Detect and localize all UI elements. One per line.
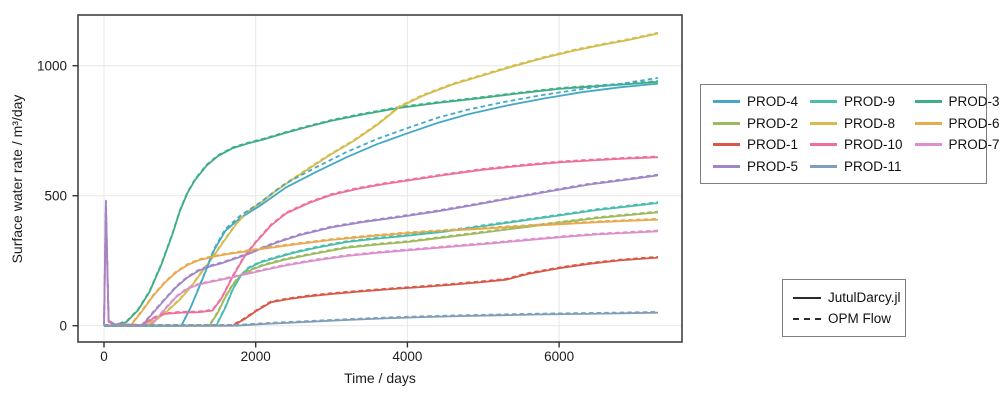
legend-label: JutulDarcy.jl (828, 290, 901, 305)
gridlines (78, 15, 682, 342)
legend-label: PROD-3 (948, 94, 1000, 110)
wells-legend-grid: PROD-4 PROD-2 PROD-1 PROD-5 PROD-9 PROD-8 PROD… (713, 91, 1000, 178)
legend-label: PROD-1 (747, 137, 799, 153)
wells-legend: PROD-4 PROD-2 PROD-1 PROD-5 PROD-9 PROD-8 PROD… (700, 84, 1000, 184)
x-tick-label: 0 (100, 349, 108, 364)
legend-item-PROD-7: PROD-7 (914, 134, 1000, 156)
legend-label: PROD-11 (844, 158, 902, 174)
legend-label: OPM Flow (828, 311, 892, 326)
axis-tick-labels: 0 2000 4000 6000 0 500 1000 (37, 59, 574, 365)
legend-line-swatch (810, 143, 838, 147)
legend-item-jutuldarcy: JutulDarcy.jl (793, 290, 901, 305)
legend-item-PROD-8: PROD-8 (810, 113, 903, 135)
legend-label: PROD-6 (948, 115, 1000, 131)
x-tick-label: 2000 (241, 349, 271, 364)
legend-item-PROD-3: PROD-3 (914, 91, 1000, 113)
plot-frame (77, 14, 683, 343)
curve-jutul-PROD-2 (104, 211, 659, 327)
legend-item-PROD-2: PROD-2 (713, 113, 798, 135)
legend-line-swatch (713, 100, 740, 104)
y-tick-label: 0 (59, 319, 67, 334)
legend-item-PROD-1: PROD-1 (713, 134, 798, 156)
legend-line-swatch (914, 121, 942, 125)
legend-line-swatch (914, 143, 942, 147)
y-tick-label: 1000 (37, 59, 67, 74)
legend-line-swatch (810, 164, 838, 168)
simulator-legend: JutulDarcy.jl OPM Flow (782, 279, 906, 337)
x-axis-label: Time / days (344, 370, 416, 386)
curve-opm-PROD-7 (104, 229, 659, 326)
legend-label: PROD-9 (844, 94, 896, 110)
axis-ticks (72, 64, 560, 348)
legend-label: PROD-7 (948, 137, 1000, 153)
data-curves (103, 31, 659, 327)
curve-opm-PROD-10 (103, 155, 659, 326)
curve-jutul-PROD-5 (103, 174, 659, 327)
legend-label: PROD-4 (747, 94, 799, 110)
curve-jutul-PROD-8 (104, 32, 659, 327)
legend-label: PROD-10 (844, 137, 903, 153)
legend-line-swatch (914, 100, 942, 104)
curve-opm-PROD-11 (104, 311, 659, 326)
solid-line-sample (793, 296, 821, 299)
curve-opm-PROD-3 (104, 80, 659, 326)
x-tick-label: 6000 (544, 349, 574, 364)
legend-line-swatch (810, 100, 838, 104)
legend-item-PROD-9: PROD-9 (810, 91, 903, 113)
curve-jutul-PROD-10 (103, 156, 659, 327)
legend-item-opm-flow: OPM Flow (793, 311, 895, 326)
y-tick-label: 500 (44, 189, 67, 204)
legend-item-PROD-11: PROD-11 (810, 156, 903, 178)
legend-line-swatch (713, 143, 740, 147)
dashed-line-sample (793, 317, 821, 320)
curve-opm-PROD-4 (104, 77, 659, 327)
legend-item-PROD-10: PROD-10 (810, 134, 903, 156)
legend-item-PROD-4: PROD-4 (713, 91, 798, 113)
legend-label: PROD-8 (844, 115, 896, 131)
legend-line-swatch (713, 164, 740, 168)
legend-line-swatch (810, 121, 838, 125)
y-axis-label: Surface water rate / m³/day (9, 95, 25, 264)
curve-opm-PROD-5 (103, 173, 659, 326)
curve-opm-PROD-2 (104, 210, 659, 326)
legend-label: PROD-2 (747, 115, 799, 131)
x-tick-label: 4000 (392, 349, 422, 364)
legend-item-PROD-5: PROD-5 (713, 156, 798, 178)
legend-item-PROD-6: PROD-6 (914, 113, 1000, 135)
curve-opm-PROD-1 (104, 255, 659, 326)
curve-opm-PROD-8 (104, 31, 659, 326)
legend-label: PROD-5 (747, 158, 799, 174)
legend-line-swatch (713, 121, 740, 125)
curve-opm-PROD-9 (104, 201, 659, 326)
